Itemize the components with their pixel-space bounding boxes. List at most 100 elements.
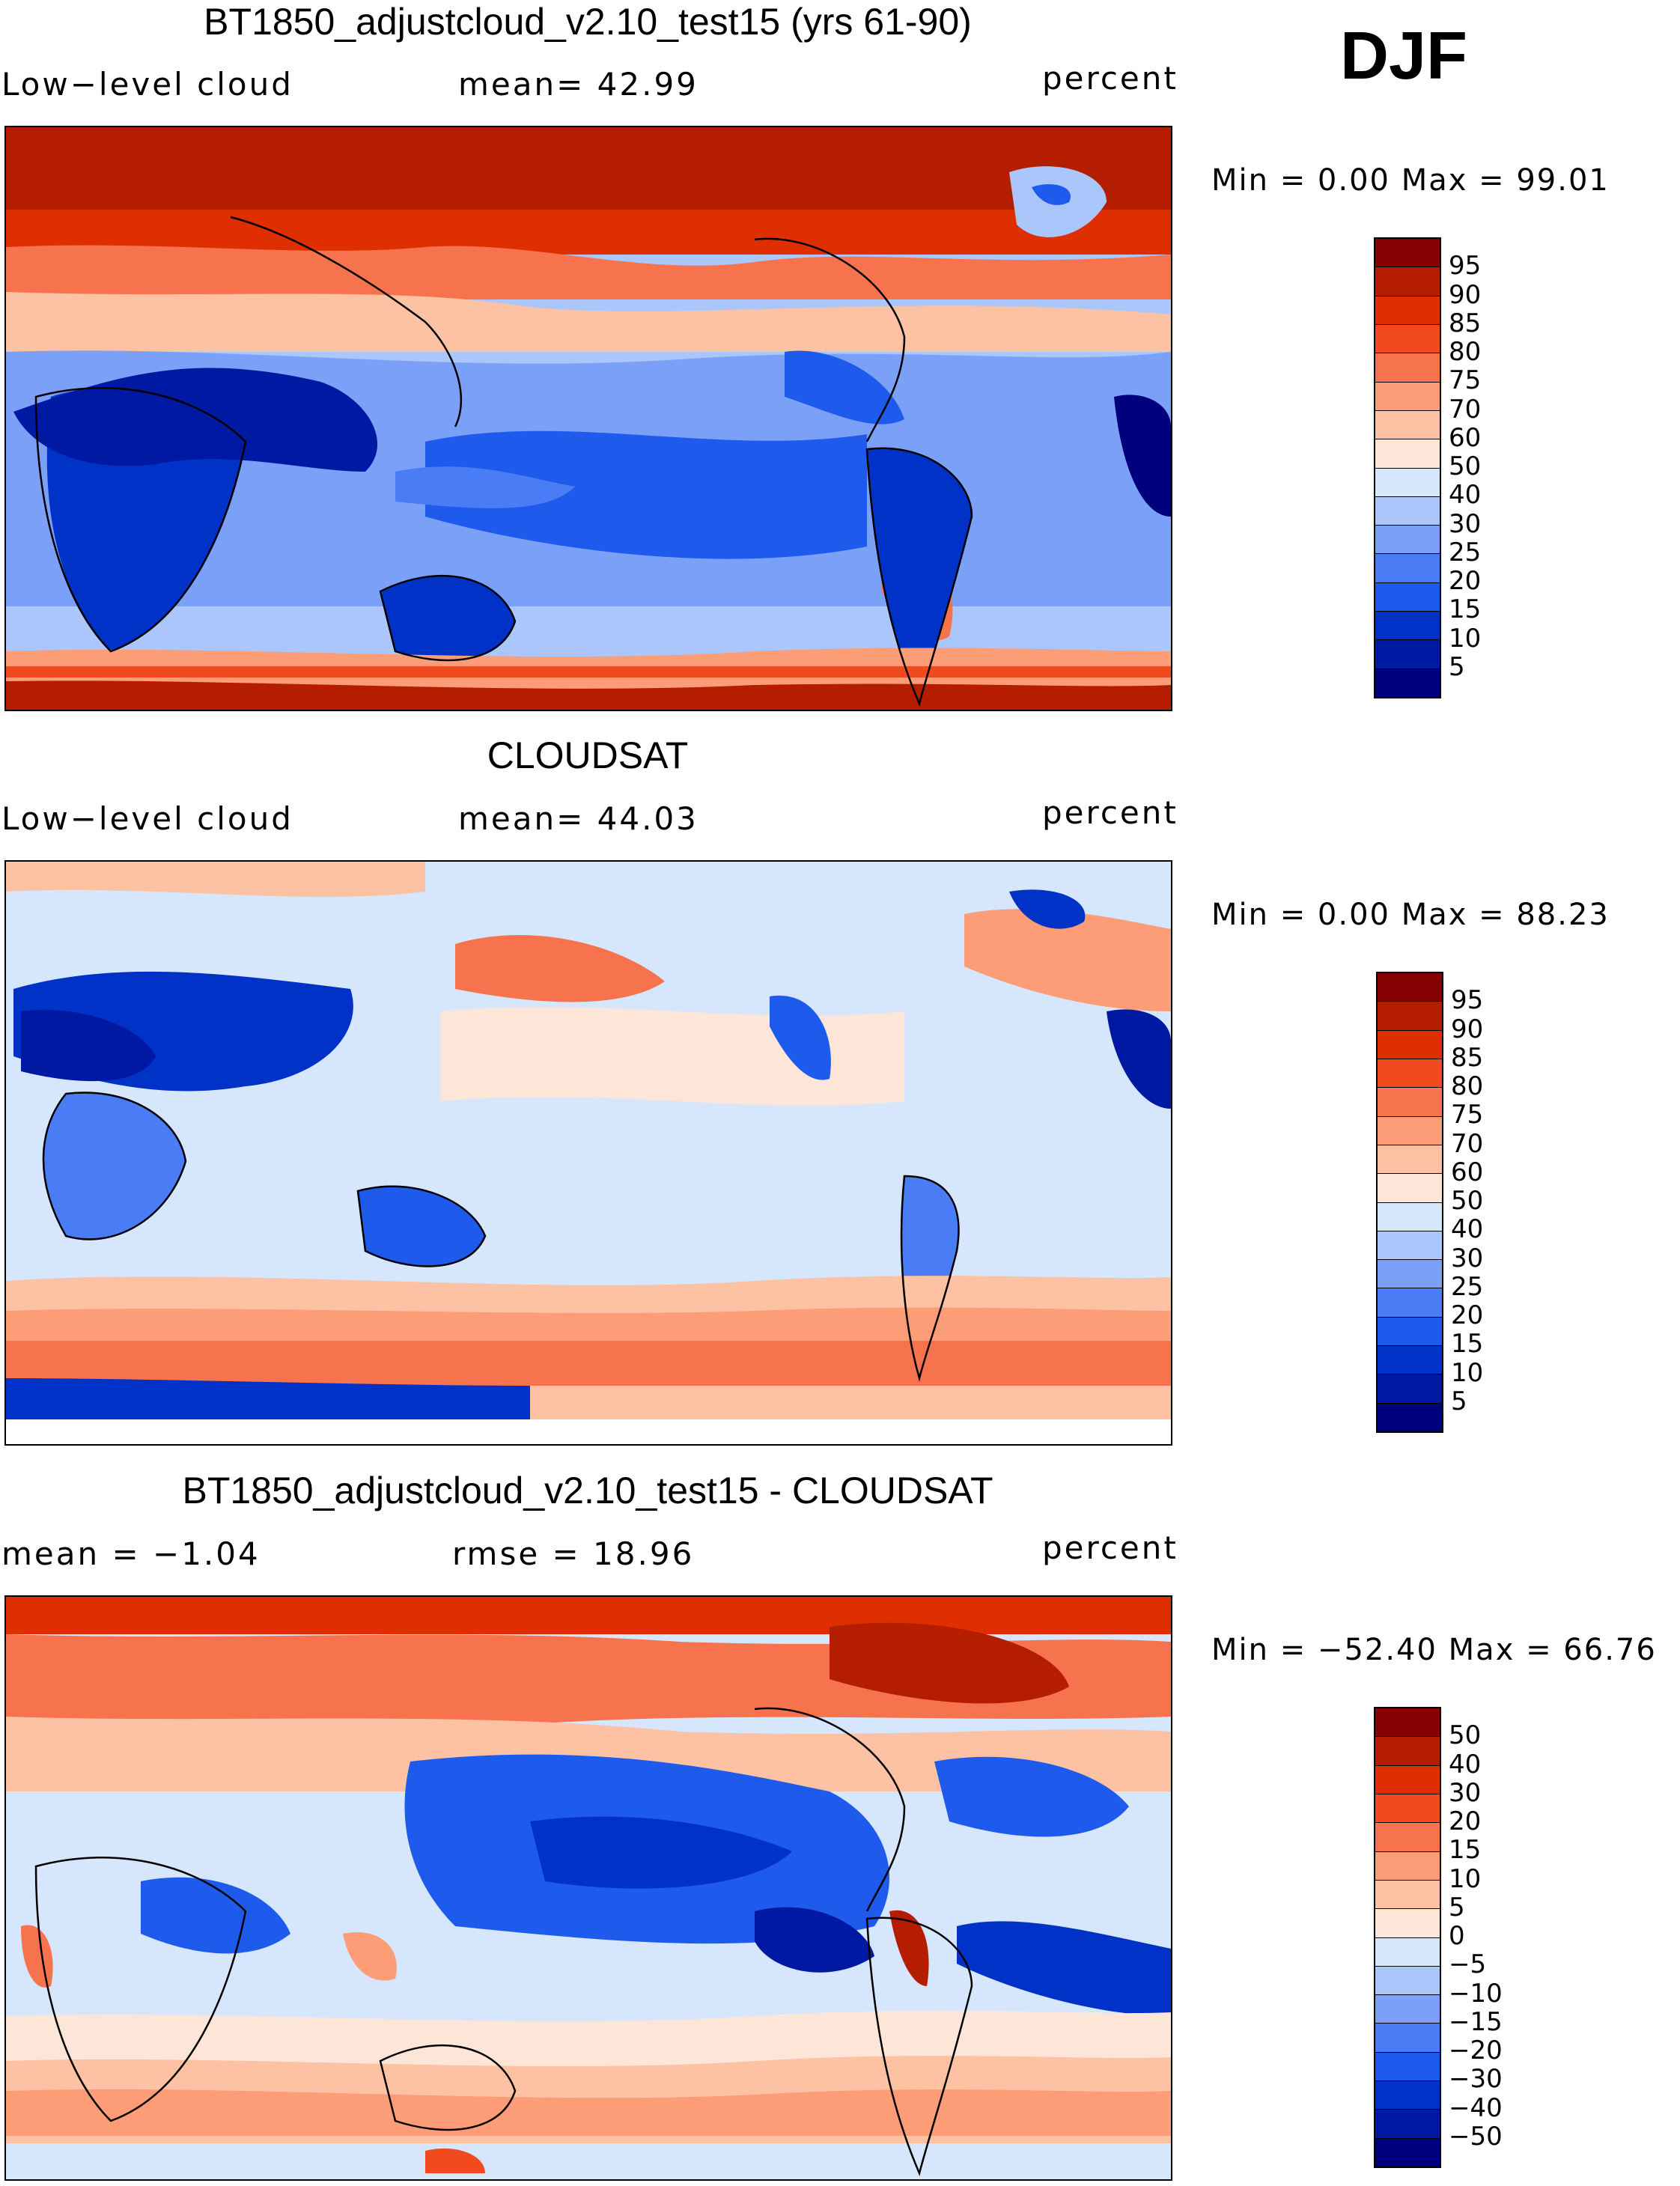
- colorbar-swatch: [1375, 1909, 1440, 1938]
- panel3-minmax: Min = −52.40 Max = 66.76: [1211, 1633, 1657, 1667]
- colorbar-swatch: [1378, 1231, 1442, 1261]
- colorbar-swatch: [1378, 973, 1442, 1002]
- panel3-units-label: percent: [1042, 1529, 1178, 1566]
- colorbar-swatch: [1375, 410, 1440, 440]
- colorbar-swatch: [1375, 1794, 1440, 1824]
- panel1-variable-label: Low−level cloud: [1, 66, 293, 103]
- colorbar-swatch: [1375, 1966, 1440, 1996]
- colorbar-swatch: [1375, 353, 1440, 383]
- panel1-title: BT1850_adjustcloud_v2.10_test15 (yrs 61-…: [204, 1, 972, 43]
- colorbar-swatch: [1375, 1851, 1440, 1881]
- colorbar-tick-label: 75: [1449, 365, 1482, 396]
- colorbar-tick-label: 10: [1449, 1863, 1482, 1894]
- panel2-map: [4, 860, 1172, 1446]
- colorbar-swatch: [1378, 1317, 1442, 1347]
- panel1-units-label: percent: [1042, 60, 1178, 97]
- colorbar-swatch: [1375, 2052, 1440, 2082]
- colorbar-tick-label: 30: [1451, 1243, 1484, 1273]
- colorbar-tick-label: 90: [1449, 279, 1482, 310]
- colorbar-swatch: [1378, 1030, 1442, 1059]
- panel1-minmax: Min = 0.00 Max = 99.01: [1211, 163, 1610, 198]
- colorbar-tick-label: 25: [1449, 537, 1482, 567]
- colorbar-tick-label: 10: [1449, 623, 1482, 654]
- colorbar-tick-label: 20: [1449, 1806, 1482, 1836]
- colorbar-swatch: [1378, 1346, 1442, 1375]
- panel2-title: CLOUDSAT: [487, 734, 689, 776]
- panel2-mean-label: mean= 44.03: [458, 800, 699, 837]
- colorbar-tick-label: 5: [1451, 1386, 1467, 1416]
- colorbar-tick-label: 50: [1451, 1186, 1484, 1216]
- colorbar-tick-label: −15: [1449, 2006, 1503, 2037]
- colorbar-tick-label: 60: [1451, 1157, 1484, 1187]
- colorbar-tick-label: 15: [1449, 594, 1482, 625]
- panel2-map-field: [6, 862, 1171, 1444]
- colorbar-tick-label: 75: [1451, 1100, 1484, 1130]
- panel3-mean-label: mean = −1.04: [1, 1535, 261, 1572]
- colorbar-swatch: [1378, 1059, 1442, 1089]
- colorbar-tick-label: −50: [1449, 2121, 1503, 2152]
- colorbar-tick-label: −10: [1449, 1978, 1503, 2009]
- colorbar-tick-label: 40: [1451, 1214, 1484, 1245]
- colorbar-swatch: [1375, 1708, 1440, 1738]
- colorbar-tick-label: 70: [1449, 394, 1482, 424]
- colorbar-swatch: [1375, 267, 1440, 296]
- colorbar-tick-label: 60: [1449, 422, 1482, 453]
- panel3-map: [4, 1595, 1172, 2181]
- colorbar-swatch: [1375, 496, 1440, 526]
- colorbar-swatch: [1378, 1116, 1442, 1145]
- colorbar-tick-label: 5: [1449, 1892, 1465, 1922]
- colorbar-swatch: [1375, 2138, 1440, 2167]
- colorbar-swatch: [1375, 640, 1440, 669]
- colorbar-swatch: [1375, 2110, 1440, 2139]
- colorbar-tick-label: 30: [1449, 508, 1482, 539]
- colorbar-swatch: [1375, 439, 1440, 469]
- season-label: DJF: [1340, 19, 1468, 94]
- panel2-units-label: percent: [1042, 794, 1178, 831]
- colorbar-swatch: [1378, 1374, 1442, 1404]
- colorbar-swatch: [1375, 669, 1440, 697]
- panel1-mean-label: mean= 42.99: [458, 66, 699, 103]
- colorbar-swatch: [1378, 1260, 1442, 1289]
- colorbar-tick-label: −5: [1449, 1949, 1487, 1980]
- colorbar-tick-label: 90: [1451, 1014, 1484, 1044]
- colorbar-swatch: [1375, 468, 1440, 497]
- colorbar-tick-label: −40: [1449, 2092, 1503, 2123]
- colorbar-tick-label: 50: [1449, 451, 1482, 481]
- colorbar-swatch: [1375, 1823, 1440, 1852]
- panel2-colorbar: [1376, 972, 1443, 1433]
- colorbar-tick-label: 20: [1451, 1300, 1484, 1330]
- colorbar-tick-label: −30: [1449, 2064, 1503, 2095]
- colorbar-tick-label: 85: [1449, 308, 1482, 338]
- colorbar-swatch: [1375, 554, 1440, 583]
- colorbar-swatch: [1378, 1002, 1442, 1031]
- colorbar-tick-label: 95: [1449, 251, 1482, 281]
- colorbar-swatch: [1375, 296, 1440, 325]
- colorbar-swatch: [1375, 1880, 1440, 1910]
- colorbar-tick-label: 5: [1449, 651, 1465, 682]
- colorbar-tick-label: 20: [1449, 566, 1482, 596]
- colorbar-swatch: [1378, 1088, 1442, 1117]
- colorbar-swatch: [1375, 382, 1440, 411]
- colorbar-swatch: [1375, 612, 1440, 641]
- panel3-map-field: [6, 1597, 1171, 2179]
- colorbar-tick-label: 30: [1449, 1777, 1482, 1808]
- colorbar-swatch: [1375, 1737, 1440, 1766]
- colorbar-tick-label: 70: [1451, 1128, 1484, 1159]
- colorbar-swatch: [1375, 1937, 1440, 1967]
- colorbar-tick-label: 80: [1451, 1071, 1484, 1101]
- panel1-map-field: [6, 127, 1171, 710]
- panel3-title: BT1850_adjustcloud_v2.10_test15 - CLOUDS…: [182, 1470, 993, 1511]
- colorbar-tick-label: 95: [1451, 985, 1484, 1016]
- panel2-variable-label: Low−level cloud: [1, 800, 293, 837]
- colorbar-tick-label: 15: [1451, 1329, 1484, 1360]
- colorbar-tick-label: 10: [1451, 1357, 1484, 1388]
- colorbar-swatch: [1375, 2081, 1440, 2110]
- colorbar-tick-label: −20: [1449, 2036, 1503, 2065]
- colorbar-swatch: [1375, 1995, 1440, 2024]
- colorbar-swatch: [1375, 2024, 1440, 2053]
- panel1-map: [4, 126, 1172, 711]
- colorbar-swatch: [1375, 582, 1440, 612]
- colorbar-swatch: [1378, 1174, 1442, 1203]
- colorbar-swatch: [1378, 1403, 1442, 1431]
- colorbar-tick-label: 50: [1449, 1720, 1482, 1751]
